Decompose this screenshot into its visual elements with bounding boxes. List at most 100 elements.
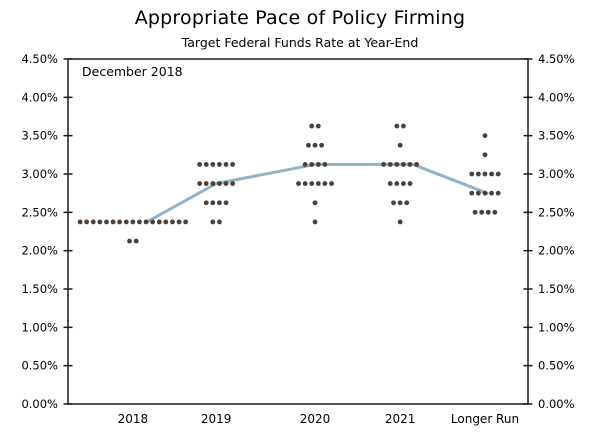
- projection-dot: [312, 200, 318, 206]
- projection-dot: [170, 219, 175, 225]
- projection-dot: [210, 162, 216, 167]
- projection-dot: [315, 162, 321, 167]
- projection-dot: [133, 238, 139, 244]
- projection-dot: [203, 181, 209, 186]
- projection-dot: [394, 123, 400, 129]
- projection-dot: [387, 162, 393, 167]
- projection-dot: [469, 171, 475, 177]
- y-axis-label-left: 3.00%: [21, 167, 58, 181]
- projection-dot: [322, 162, 328, 167]
- y-axis-label-left: 1.00%: [21, 320, 58, 334]
- projection-dot: [469, 190, 475, 196]
- projection-dot: [401, 181, 406, 186]
- projection-dot: [482, 152, 488, 158]
- projection-dot: [97, 219, 103, 225]
- projection-dot: [110, 219, 116, 225]
- projection-dot: [387, 181, 393, 186]
- projection-dot: [127, 238, 132, 244]
- projection-dot: [163, 219, 169, 225]
- y-axis-label-left: 2.50%: [21, 205, 58, 219]
- projection-dot: [489, 190, 494, 196]
- y-axis-label-left: 0.00%: [21, 397, 58, 411]
- projection-dot: [312, 219, 318, 225]
- projection-dot: [150, 219, 156, 225]
- projection-dot: [217, 219, 222, 225]
- projection-dot: [183, 219, 189, 225]
- projection-dot: [391, 200, 396, 206]
- projection-dot: [230, 162, 236, 167]
- projection-dot: [217, 162, 222, 167]
- y-axis-label-right: 2.50%: [538, 205, 575, 219]
- projection-dot: [302, 181, 308, 186]
- projection-dot: [401, 162, 406, 167]
- projection-dot: [137, 219, 142, 225]
- projection-dot: [296, 181, 301, 186]
- x-axis-label: 2020: [300, 412, 331, 426]
- projection-dot: [302, 162, 308, 167]
- median-line: [145, 162, 489, 224]
- y-axis-label-left: 2.00%: [21, 244, 58, 258]
- projection-dot: [404, 200, 410, 206]
- projection-dot: [210, 181, 216, 186]
- projection-dot: [156, 219, 162, 225]
- projection-dot: [482, 171, 488, 177]
- chart-title: Appropriate Pace of Policy Firming: [134, 7, 466, 29]
- projection-dot: [414, 162, 420, 167]
- y-axis-label-right: 0.50%: [538, 359, 575, 373]
- x-axis-label: 2019: [201, 412, 232, 426]
- y-axis-label-right: 1.00%: [538, 320, 575, 334]
- projection-dot: [322, 181, 328, 186]
- y-axis-label-left: 1.50%: [21, 282, 58, 296]
- projection-dot: [489, 171, 494, 177]
- y-axis-label-right: 2.00%: [538, 244, 575, 258]
- projection-dot: [315, 181, 321, 186]
- projection-dot: [472, 209, 478, 215]
- projection-dot: [130, 219, 136, 225]
- projection-dot: [230, 181, 236, 186]
- projection-dot: [210, 219, 216, 225]
- projection-dot: [315, 123, 321, 129]
- projection-dot: [329, 181, 334, 186]
- y-axis-label-left: 4.00%: [21, 90, 58, 104]
- projection-dot: [475, 190, 481, 196]
- plot-border: [67, 58, 529, 405]
- projection-dot: [397, 200, 403, 206]
- projection-dot: [495, 171, 501, 177]
- projection-dot: [176, 219, 182, 225]
- projection-dot: [117, 219, 123, 225]
- projection-dot: [492, 209, 498, 215]
- projection-dot: [394, 162, 400, 167]
- projection-dot: [407, 162, 413, 167]
- projection-dot: [381, 162, 387, 167]
- projection-dot: [401, 123, 406, 129]
- projection-dot: [482, 133, 488, 139]
- projection-dot: [482, 190, 488, 196]
- x-axis-label: Longer Run: [451, 412, 519, 426]
- projection-dot: [312, 142, 318, 148]
- chart-subtitle: Target Federal Funds Rate at Year-End: [181, 35, 419, 50]
- projection-dot: [479, 209, 485, 215]
- projection-dot: [306, 142, 311, 148]
- projection-dot: [203, 200, 209, 206]
- date-annotation: December 2018: [82, 64, 183, 79]
- projection-dot: [104, 219, 109, 225]
- x-axis-label: 2018: [118, 412, 149, 426]
- y-axis-label-right: 1.50%: [538, 282, 575, 296]
- y-axis-label-right: 0.00%: [538, 397, 575, 411]
- projection-dot: [217, 181, 222, 186]
- y-axis-label-left: 4.50%: [21, 52, 58, 66]
- projection-dot: [143, 219, 149, 225]
- projection-dot: [475, 171, 481, 177]
- y-axis-label-right: 3.50%: [538, 129, 575, 143]
- y-axis-label-right: 3.00%: [538, 167, 575, 181]
- x-axis-label: 2021: [385, 412, 416, 426]
- projection-dot: [223, 181, 229, 186]
- projection-dot: [90, 219, 96, 225]
- projection-dot: [407, 181, 413, 186]
- y-axis-label-left: 0.50%: [21, 359, 58, 373]
- projection-dot: [197, 162, 203, 167]
- projection-dot: [319, 142, 325, 148]
- projection-dot: [203, 162, 209, 167]
